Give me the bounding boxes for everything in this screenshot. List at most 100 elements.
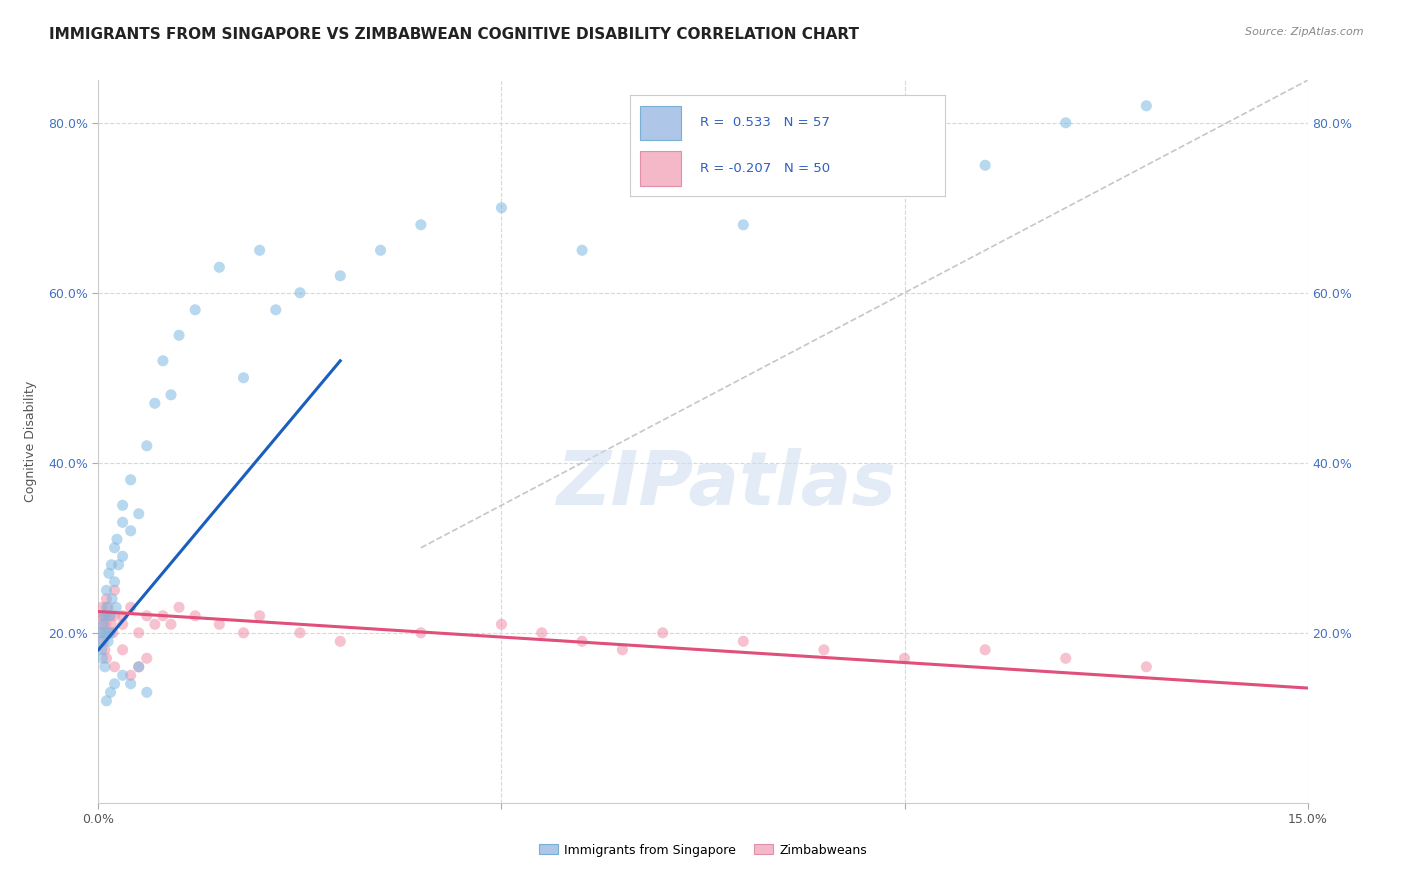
Point — [103, 660, 125, 674]
Text: Source: ZipAtlas.com: Source: ZipAtlas.com — [1246, 27, 1364, 37]
Point — [100, 625, 122, 640]
Point — [733, 218, 755, 232]
Point — [94, 617, 117, 632]
Point — [329, 268, 352, 283]
Point — [409, 625, 432, 640]
Point — [491, 617, 513, 632]
Point — [160, 388, 183, 402]
Point — [184, 608, 207, 623]
Point — [409, 218, 432, 232]
Point — [974, 642, 997, 657]
Point — [90, 634, 112, 648]
Point — [249, 244, 271, 258]
Point — [120, 524, 142, 538]
Point — [101, 591, 124, 606]
Point — [232, 371, 254, 385]
Point — [93, 608, 115, 623]
Point — [143, 617, 166, 632]
Point — [530, 625, 553, 640]
Point — [91, 617, 114, 632]
Point — [160, 617, 183, 632]
Point — [90, 625, 112, 640]
Point — [612, 642, 634, 657]
Point — [974, 158, 997, 172]
Point — [96, 583, 118, 598]
Point — [94, 625, 117, 640]
Point — [94, 642, 117, 657]
Point — [208, 260, 231, 275]
Point — [89, 608, 111, 623]
Point — [96, 651, 118, 665]
Point — [111, 668, 134, 682]
Point — [120, 473, 142, 487]
Point — [232, 625, 254, 640]
Point — [94, 660, 117, 674]
Point — [893, 651, 915, 665]
Point — [93, 608, 115, 623]
Point — [264, 302, 287, 317]
Point — [491, 201, 513, 215]
Point — [100, 685, 122, 699]
Point — [97, 625, 120, 640]
Point — [1135, 660, 1157, 674]
Point — [90, 642, 112, 657]
Point — [89, 625, 111, 640]
Point — [91, 651, 114, 665]
Point — [733, 634, 755, 648]
Point — [105, 533, 128, 547]
Point — [208, 617, 231, 632]
Point — [103, 541, 125, 555]
Legend: Immigrants from Singapore, Zimbabweans: Immigrants from Singapore, Zimbabweans — [534, 838, 872, 862]
Point — [167, 600, 190, 615]
Point — [370, 244, 392, 258]
Point — [152, 353, 174, 368]
Point — [103, 583, 125, 598]
Point — [135, 439, 157, 453]
Point — [1054, 651, 1077, 665]
Point — [128, 625, 150, 640]
Point — [96, 694, 118, 708]
Point — [651, 184, 673, 198]
Point — [128, 660, 150, 674]
Point — [103, 608, 125, 623]
Point — [893, 133, 915, 147]
Point — [571, 244, 593, 258]
Point — [107, 558, 129, 572]
Text: ZIPatlas: ZIPatlas — [557, 449, 897, 522]
Point — [111, 642, 134, 657]
Point — [167, 328, 190, 343]
Point — [90, 600, 112, 615]
Point — [100, 617, 122, 632]
Point — [143, 396, 166, 410]
Y-axis label: Cognitive Disability: Cognitive Disability — [24, 381, 37, 502]
Point — [91, 634, 114, 648]
Point — [813, 642, 835, 657]
Point — [111, 498, 134, 512]
Point — [96, 600, 118, 615]
Text: IMMIGRANTS FROM SINGAPORE VS ZIMBABWEAN COGNITIVE DISABILITY CORRELATION CHART: IMMIGRANTS FROM SINGAPORE VS ZIMBABWEAN … — [49, 27, 859, 42]
Point — [100, 558, 122, 572]
Point — [111, 617, 134, 632]
Point — [111, 608, 134, 623]
Point — [288, 285, 311, 300]
Point — [96, 591, 118, 606]
Point — [651, 625, 673, 640]
Point — [120, 600, 142, 615]
Point — [249, 608, 271, 623]
Point — [813, 167, 835, 181]
Point — [97, 634, 120, 648]
Point — [98, 608, 121, 623]
Point — [101, 625, 124, 640]
Point — [1054, 116, 1077, 130]
Point — [120, 668, 142, 682]
Point — [1135, 99, 1157, 113]
Point — [329, 634, 352, 648]
Point — [135, 608, 157, 623]
Point — [120, 677, 142, 691]
Point — [128, 660, 150, 674]
Point — [152, 608, 174, 623]
Point — [571, 634, 593, 648]
Point — [97, 600, 120, 615]
Point — [100, 608, 122, 623]
Point — [135, 651, 157, 665]
